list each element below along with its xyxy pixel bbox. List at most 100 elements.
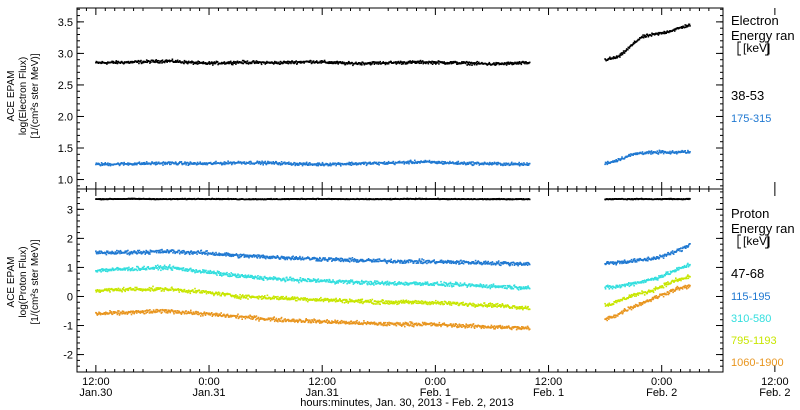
data-point bbox=[344, 63, 347, 66]
data-point bbox=[271, 257, 273, 259]
data-point bbox=[635, 152, 637, 154]
data-point bbox=[263, 256, 265, 259]
data-point bbox=[358, 62, 361, 64]
data-point bbox=[688, 264, 691, 267]
data-point bbox=[170, 266, 172, 269]
data-point bbox=[389, 260, 391, 262]
data-point bbox=[299, 257, 302, 259]
data-point bbox=[352, 281, 354, 283]
data-point bbox=[272, 161, 274, 163]
data-point bbox=[644, 35, 646, 37]
data-point bbox=[247, 254, 249, 257]
data-point bbox=[452, 285, 455, 287]
data-point bbox=[253, 276, 255, 278]
data-point bbox=[401, 262, 403, 264]
data-point bbox=[230, 62, 232, 64]
data-point bbox=[444, 285, 446, 287]
data-point bbox=[387, 283, 389, 286]
data-point bbox=[181, 252, 183, 254]
data-point bbox=[658, 32, 661, 35]
data-point bbox=[420, 62, 422, 64]
data-point bbox=[221, 162, 224, 165]
data-point bbox=[637, 39, 639, 42]
data-point bbox=[218, 254, 221, 257]
data-point bbox=[494, 264, 497, 266]
data-point bbox=[222, 274, 225, 276]
data-point bbox=[457, 163, 459, 165]
data-point bbox=[620, 54, 622, 56]
data-point bbox=[415, 262, 418, 264]
data-point bbox=[647, 256, 650, 259]
data-point bbox=[127, 162, 129, 164]
data-point bbox=[643, 152, 646, 155]
data-point bbox=[424, 161, 426, 163]
data-point bbox=[141, 252, 143, 255]
data-point bbox=[516, 288, 519, 290]
data-point bbox=[239, 253, 242, 256]
data-point bbox=[177, 268, 179, 270]
data-point bbox=[442, 283, 445, 286]
data-point bbox=[374, 62, 376, 64]
data-point bbox=[196, 163, 198, 166]
data-point bbox=[403, 160, 405, 163]
data-point bbox=[450, 282, 452, 285]
data-point bbox=[119, 267, 121, 270]
data-point bbox=[181, 162, 183, 165]
data-point bbox=[511, 63, 514, 66]
data-point bbox=[394, 163, 396, 166]
data-point bbox=[462, 284, 464, 287]
data-point bbox=[341, 259, 343, 262]
data-point bbox=[201, 253, 204, 255]
data-point bbox=[677, 248, 679, 251]
data-point bbox=[644, 151, 646, 154]
data-point bbox=[275, 277, 278, 280]
data-point bbox=[405, 63, 408, 65]
data-point bbox=[350, 258, 352, 260]
data-point bbox=[472, 261, 475, 263]
data-point bbox=[237, 160, 240, 163]
data-point bbox=[404, 259, 406, 262]
data-point bbox=[427, 261, 430, 264]
data-point bbox=[407, 161, 410, 164]
data-point bbox=[397, 62, 399, 64]
data-point bbox=[407, 260, 409, 263]
data-point bbox=[330, 257, 333, 259]
data-point bbox=[356, 260, 358, 262]
data-point bbox=[422, 284, 424, 286]
data-point bbox=[502, 263, 505, 265]
data-point bbox=[479, 284, 481, 287]
data-point bbox=[418, 283, 420, 285]
data-point bbox=[316, 279, 318, 281]
data-point bbox=[455, 262, 457, 265]
data-point bbox=[237, 276, 240, 279]
data-point bbox=[432, 282, 434, 285]
data-point bbox=[619, 286, 622, 289]
data-point bbox=[250, 161, 252, 163]
data-point bbox=[381, 280, 384, 283]
data-point bbox=[505, 64, 508, 66]
data-point bbox=[149, 62, 151, 64]
data-point bbox=[354, 260, 357, 262]
data-point bbox=[172, 252, 174, 254]
data-point bbox=[615, 159, 617, 161]
data-point bbox=[334, 258, 337, 260]
data-point bbox=[319, 279, 322, 282]
data-point bbox=[157, 268, 160, 271]
data-point bbox=[208, 271, 210, 273]
data-point bbox=[260, 278, 262, 280]
data-point bbox=[344, 260, 347, 262]
data-point bbox=[126, 253, 129, 255]
data-point bbox=[414, 159, 416, 162]
data-point bbox=[178, 60, 181, 63]
data-point bbox=[244, 276, 246, 278]
data-point bbox=[265, 163, 268, 166]
data-point bbox=[164, 163, 166, 166]
data-point bbox=[105, 270, 107, 272]
data-point bbox=[440, 259, 443, 262]
data-point bbox=[367, 258, 370, 260]
data-point bbox=[192, 253, 194, 255]
data-point bbox=[308, 60, 311, 62]
data-point bbox=[229, 275, 232, 277]
data-point bbox=[392, 282, 395, 285]
data-point bbox=[218, 252, 220, 255]
